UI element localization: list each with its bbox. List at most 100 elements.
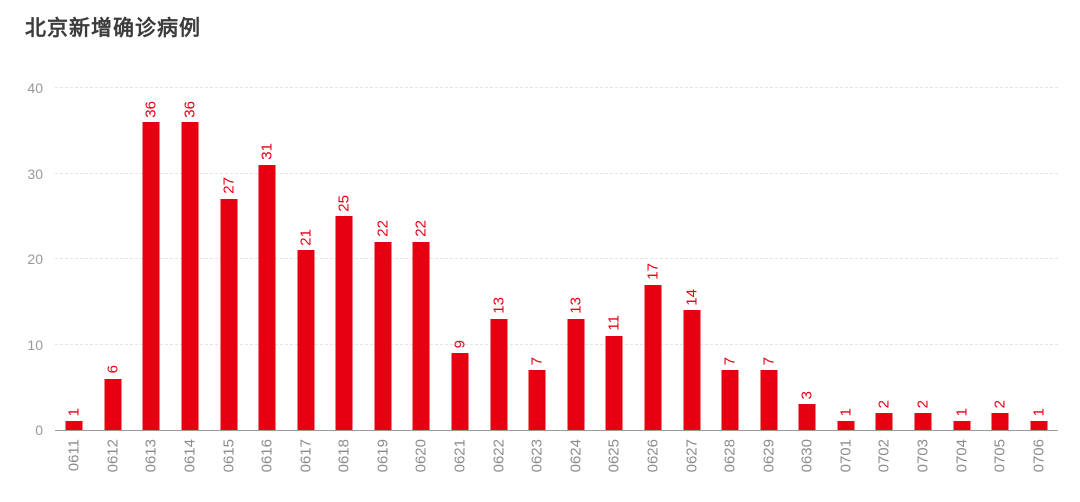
- gridline-40: [55, 87, 1058, 88]
- value-label-0617: 21: [297, 228, 315, 246]
- bar-0612: [104, 378, 122, 430]
- bar-slot-0629: 7 0629: [749, 88, 788, 472]
- xtick-label-0706: 0706: [1030, 439, 1048, 473]
- xtick-label-0615: 0615: [220, 439, 238, 473]
- bar-slot-0625: 11 0625: [595, 88, 634, 472]
- bar-0628: [721, 370, 739, 430]
- bar-0703: [914, 412, 932, 430]
- bar-slot-0616: 31 0616: [248, 88, 287, 472]
- value-label-0625: 11: [605, 315, 623, 331]
- bar-slot-0621: 9 0621: [441, 88, 480, 472]
- xtick-label-0705: 0705: [991, 439, 1009, 473]
- xtick-label-0621: 0621: [451, 439, 469, 473]
- value-label-0705: 2: [991, 399, 1009, 408]
- xtick-label-0618: 0618: [335, 439, 353, 473]
- value-label-0616: 31: [258, 143, 276, 160]
- bar-0624: [567, 318, 585, 430]
- bar-slot-0627: 14 0627: [672, 88, 711, 472]
- bar-0617: [297, 250, 315, 430]
- value-label-0626: 17: [644, 262, 662, 280]
- xtick-label-0701: 0701: [837, 439, 855, 473]
- xtick-label-0625: 0625: [605, 439, 623, 473]
- xtick-label-0629: 0629: [760, 439, 778, 473]
- bar-slot-0614: 36 0614: [171, 88, 210, 472]
- bar-0616: [258, 164, 276, 430]
- xtick-label-0617: 0617: [297, 439, 315, 473]
- value-label-0624: 13: [567, 297, 585, 314]
- chart-title: 北京新增确诊病例: [25, 17, 201, 40]
- xtick-label-0611: 0611: [65, 439, 83, 472]
- xtick-label-0623: 0623: [528, 439, 546, 473]
- bar-0701: [837, 421, 855, 430]
- value-label-0704: 1: [953, 408, 971, 417]
- value-label-0620: 22: [412, 220, 430, 237]
- plot-area: 0 10 20 30 40 1 0611 6 0612 36 0613 36 0614 27 0615 31…: [27, 81, 1058, 472]
- xtick-label-0620: 0620: [412, 439, 430, 473]
- bar-slot-0705: 2 0705: [981, 88, 1020, 472]
- bar-slot-0617: 21 0617: [286, 88, 325, 472]
- value-label-0628: 7: [721, 356, 739, 366]
- bar-slot-0619: 22 0619: [364, 88, 403, 472]
- bar-slot-0622: 13 0622: [479, 88, 518, 472]
- bar-0611: [65, 421, 83, 430]
- bar-slot-0626: 17 0626: [634, 88, 673, 472]
- xtick-label-0616: 0616: [258, 439, 276, 473]
- bar-slot-0706: 1 0706: [1019, 88, 1058, 472]
- bar-0620: [412, 241, 430, 430]
- bar-0613: [142, 122, 160, 430]
- value-label-0621: 9: [451, 339, 469, 349]
- ytick-label-10: 10: [27, 336, 43, 353]
- bar-slot-0702: 2 0702: [865, 88, 904, 472]
- bar-0622: [490, 318, 508, 430]
- xtick-label-0613: 0613: [142, 439, 160, 473]
- value-label-0630: 3: [798, 391, 816, 400]
- gridline-20: [55, 258, 1058, 259]
- xtick-label-0626: 0626: [644, 439, 662, 473]
- bar-0706: [1030, 421, 1048, 430]
- bar-slot-0612: 6 0612: [94, 88, 133, 472]
- bar-0629: [760, 370, 778, 430]
- xtick-label-0614: 0614: [181, 439, 199, 473]
- xtick-label-0704: 0704: [953, 439, 971, 473]
- bar-0702: [875, 412, 893, 430]
- bar-slot-0623: 7 0623: [518, 88, 557, 472]
- bar-0704: [953, 421, 971, 430]
- xtick-label-0627: 0627: [683, 439, 701, 473]
- ytick-label-30: 30: [27, 165, 43, 182]
- x-axis-line: [55, 430, 1058, 431]
- value-label-0629: 7: [760, 356, 778, 366]
- xtick-label-0702: 0702: [875, 439, 893, 473]
- bar-0626: [644, 284, 662, 430]
- value-label-0623: 7: [528, 356, 546, 366]
- bar-slot-0701: 1 0701: [827, 88, 866, 472]
- xtick-label-0612: 0612: [104, 439, 122, 473]
- ytick-label-0: 0: [35, 422, 43, 438]
- bars-layer: 1 0611 6 0612 36 0613 36 0614 27 0615 31 0616 21 0617…: [55, 88, 1058, 472]
- bar-slot-0613: 36 0613: [132, 88, 171, 472]
- bar-0621: [451, 353, 469, 430]
- value-label-0622: 13: [490, 297, 508, 314]
- value-label-0615: 27: [220, 177, 238, 195]
- value-label-0701: 1: [837, 408, 855, 417]
- bar-slot-0628: 7 0628: [711, 88, 750, 472]
- xtick-label-0619: 0619: [374, 439, 392, 473]
- bar-0705: [991, 412, 1009, 430]
- value-label-0702: 2: [875, 399, 893, 408]
- bar-0615: [220, 199, 238, 430]
- value-label-0612: 6: [104, 365, 122, 374]
- gridline-10: [55, 343, 1058, 345]
- value-label-0627: 14: [683, 288, 701, 306]
- bar-slot-0704: 1 0704: [942, 88, 981, 472]
- ytick-label-20: 20: [27, 251, 43, 267]
- value-label-0619: 22: [374, 220, 392, 237]
- bar-slot-0611: 1 0611: [55, 88, 94, 471]
- xtick-label-0624: 0624: [567, 439, 585, 473]
- gridline-30: [55, 172, 1058, 174]
- value-label-0611: 1: [65, 408, 83, 417]
- value-label-0618: 25: [335, 194, 353, 212]
- bar-0625: [605, 335, 623, 430]
- value-label-0614: 36: [181, 100, 199, 118]
- bar-slot-0624: 13 0624: [557, 88, 596, 472]
- value-label-0706: 1: [1030, 408, 1048, 417]
